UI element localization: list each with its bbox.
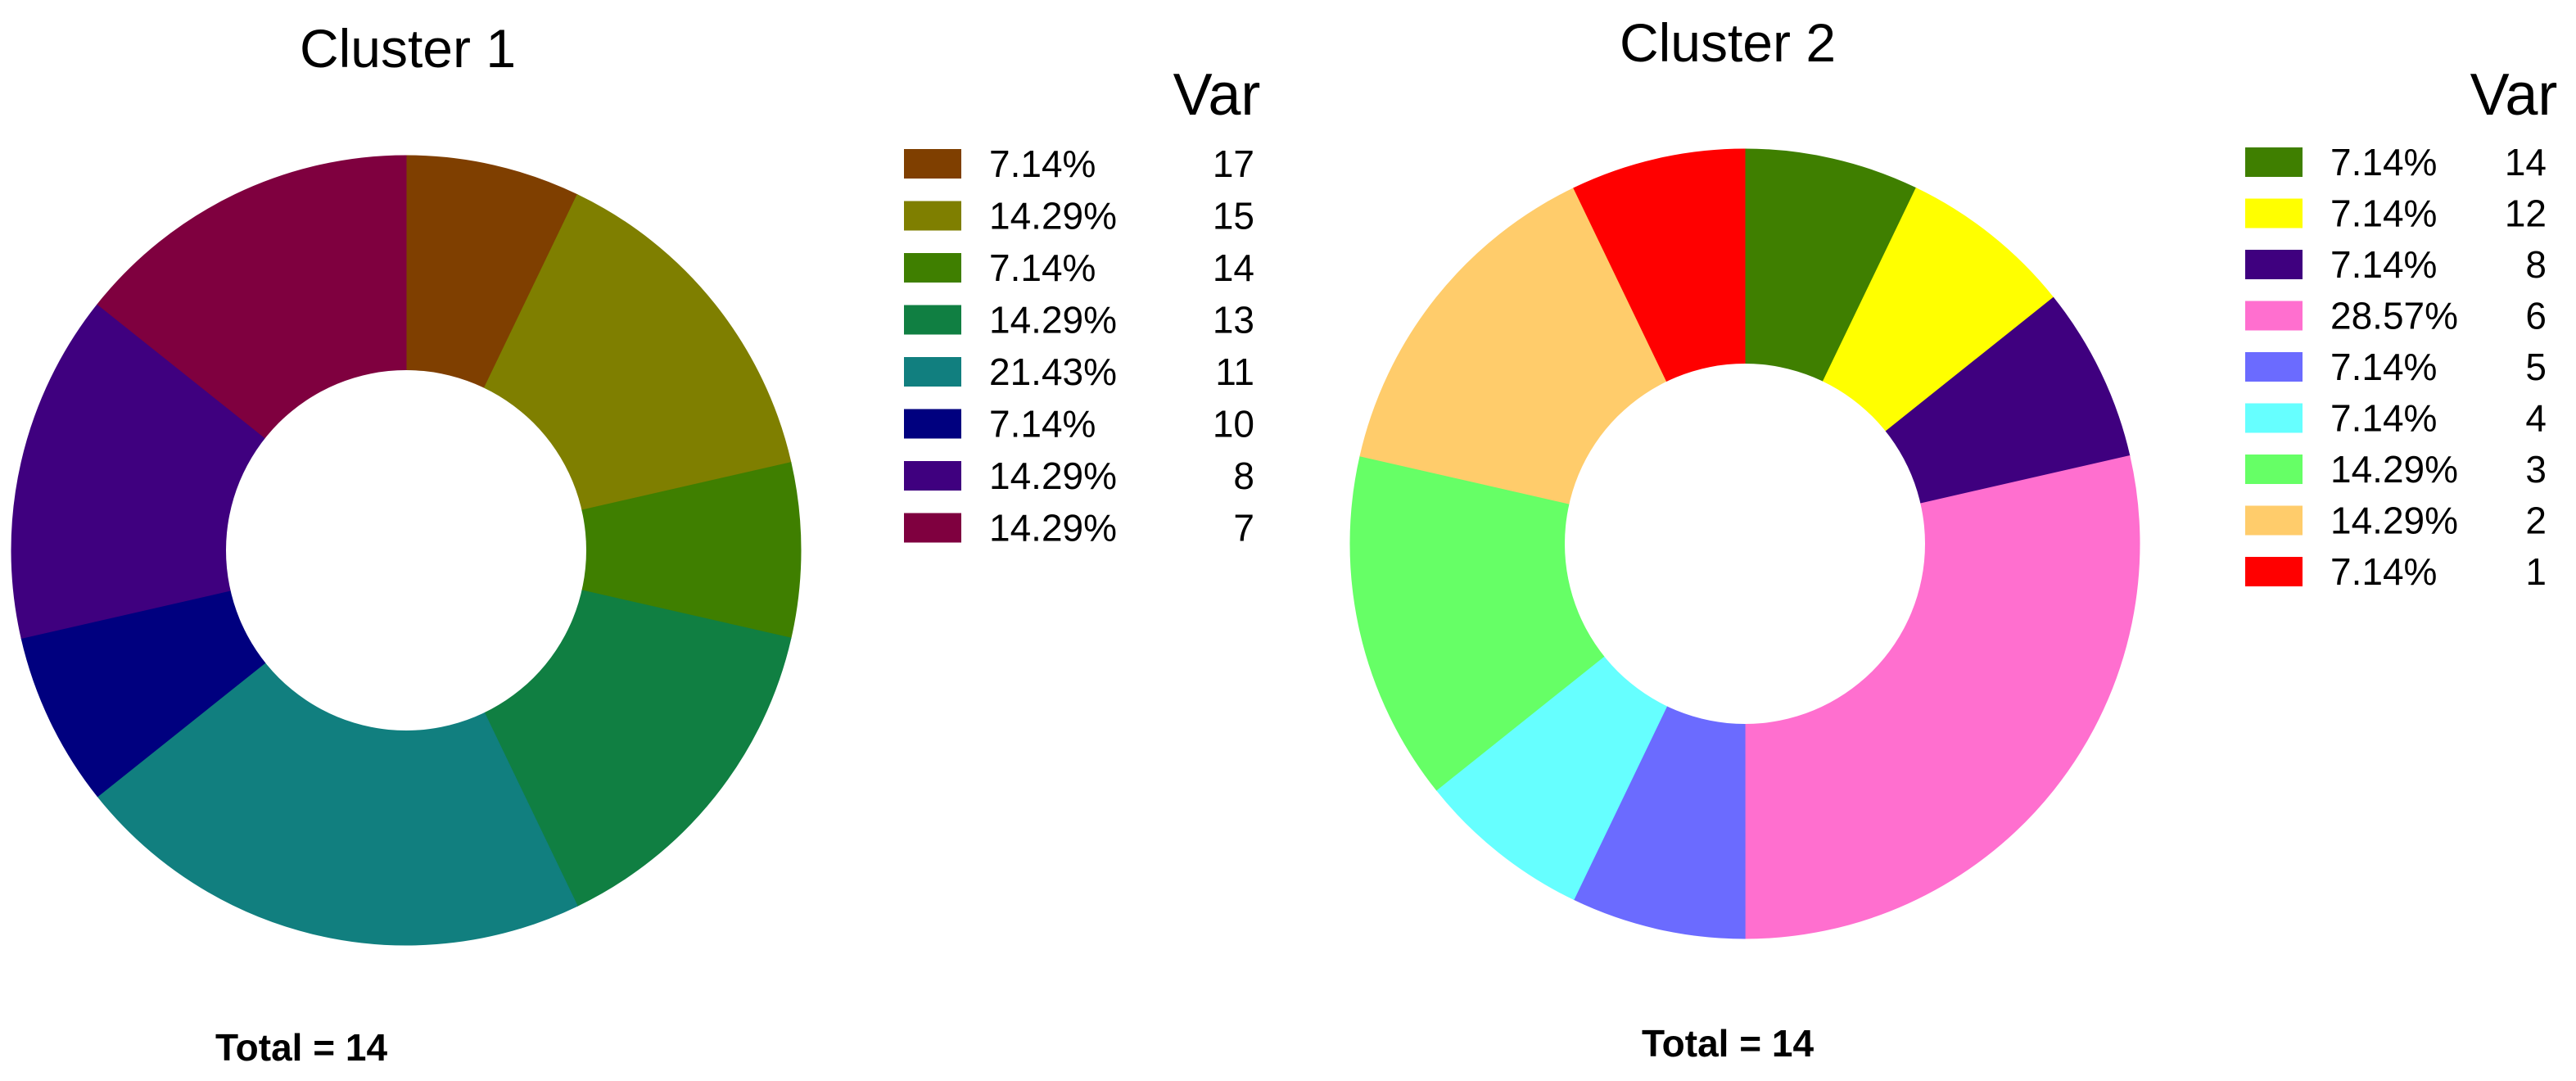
cluster-2-legend-swatch-2 — [2245, 505, 2303, 536]
cluster-2-legend-var-2: 2 — [2525, 500, 2547, 542]
cluster-1-legend-swatch-10 — [904, 409, 961, 439]
cluster-1-legend-title: Var — [1173, 62, 1261, 128]
cluster-1-legend-var-15: 15 — [1213, 195, 1254, 237]
cluster-2-legend-swatch-14 — [2245, 147, 2303, 177]
cluster-1-legend-swatch-17 — [904, 149, 961, 179]
cluster-2-legend-var-6: 6 — [2525, 295, 2547, 337]
cluster-2-donut-hole — [1565, 364, 1925, 724]
cluster-2-legend-var-5: 5 — [2525, 346, 2547, 388]
cluster-2-legend-percent-2: 14.29% — [2330, 500, 2458, 542]
cluster-1-legend-swatch-14 — [904, 253, 961, 283]
cluster-1-legend-var-8: 8 — [1233, 455, 1254, 497]
cluster-1-legend-var-7: 7 — [1233, 507, 1254, 550]
cluster-1-legend-var-14: 14 — [1213, 247, 1254, 289]
cluster-1-legend-var-17: 17 — [1213, 142, 1254, 185]
cluster-2-legend-percent-8: 7.14% — [2330, 243, 2437, 286]
cluster-2-chart: Cluster 2 Var 7.14% 147.14% 127.14% 828.57%… — [1349, 12, 2558, 1065]
cluster-2-legend-title: Var — [2470, 62, 2558, 128]
cluster-2-legend-swatch-8 — [2245, 250, 2303, 279]
cluster-2-legend: 7.14% 147.14% 127.14% 828.57% 67.14% 57.14% 41… — [2245, 141, 2547, 593]
cluster-2-legend-var-3: 3 — [2525, 448, 2547, 491]
cluster-1-legend: 7.14% 17 14.29% 15 7.14% 14 14.29% 13 21.43% 11 7.… — [904, 142, 1254, 550]
cluster-2-legend-var-12: 12 — [2505, 192, 2547, 235]
cluster-2-legend-var-14: 14 — [2505, 141, 2547, 183]
cluster-1-legend-swatch-13 — [904, 305, 961, 335]
cluster-2-legend-percent-4: 7.14% — [2330, 397, 2437, 440]
cluster-2-legend-percent-12: 7.14% — [2330, 192, 2437, 235]
cluster-1-legend-var-13: 13 — [1213, 299, 1254, 341]
cluster-1-legend-swatch-7 — [904, 513, 961, 543]
cluster-1-legend-percent-17: 7.14% — [989, 142, 1096, 185]
cluster-2-title: Cluster 2 — [1620, 12, 1836, 73]
cluster-2-legend-swatch-6 — [2245, 301, 2303, 331]
cluster-2-legend-percent-5: 7.14% — [2330, 346, 2437, 388]
cluster-1-chart: Cluster 1 Var 7.14% 17 14.29% 15 7.14% 14 14.2… — [11, 18, 1260, 1069]
cluster-2-legend-swatch-12 — [2245, 198, 2303, 228]
cluster-1-legend-percent-13: 14.29% — [989, 299, 1117, 341]
cluster-1-legend-var-10: 10 — [1213, 403, 1254, 446]
cluster-2-legend-swatch-4 — [2245, 403, 2303, 433]
cluster-1-legend-percent-8: 14.29% — [989, 455, 1117, 497]
cluster-2-legend-percent-3: 14.29% — [2330, 448, 2458, 491]
cluster-1-legend-percent-10: 7.14% — [989, 403, 1096, 446]
cluster-1-legend-var-11: 11 — [1215, 351, 1254, 393]
cluster-1-title: Cluster 1 — [300, 18, 516, 79]
cluster-1-legend-swatch-11 — [904, 357, 961, 387]
cluster-1-legend-percent-11: 21.43% — [989, 351, 1117, 393]
cluster-2-legend-var-8: 8 — [2525, 243, 2547, 286]
cluster-2-legend-swatch-1 — [2245, 557, 2303, 586]
cluster-1-legend-swatch-8 — [904, 461, 961, 491]
cluster-1-legend-percent-7: 14.29% — [989, 507, 1117, 550]
cluster-2-legend-swatch-5 — [2245, 352, 2303, 382]
cluster-1-legend-percent-15: 14.29% — [989, 195, 1117, 237]
cluster-1-legend-percent-14: 7.14% — [989, 247, 1096, 289]
cluster-2-total-label: Total = 14 — [1642, 1022, 1814, 1065]
cluster-2-legend-percent-14: 7.14% — [2330, 141, 2437, 183]
cluster-2-legend-percent-6: 28.57% — [2330, 295, 2458, 337]
cluster-2-donut — [1349, 148, 2140, 939]
cluster-2-legend-swatch-3 — [2245, 455, 2303, 484]
cluster-2-legend-percent-1: 7.14% — [2330, 550, 2437, 593]
cluster-1-total-label: Total = 14 — [215, 1026, 387, 1069]
cluster-1-legend-swatch-15 — [904, 201, 961, 231]
cluster-1-slice-var-11 — [97, 662, 578, 946]
cluster-2-legend-var-1: 1 — [2525, 550, 2547, 593]
cluster-1-donut — [11, 155, 802, 946]
cluster-2-legend-var-4: 4 — [2525, 397, 2547, 440]
cluster-1-donut-hole — [226, 370, 586, 730]
